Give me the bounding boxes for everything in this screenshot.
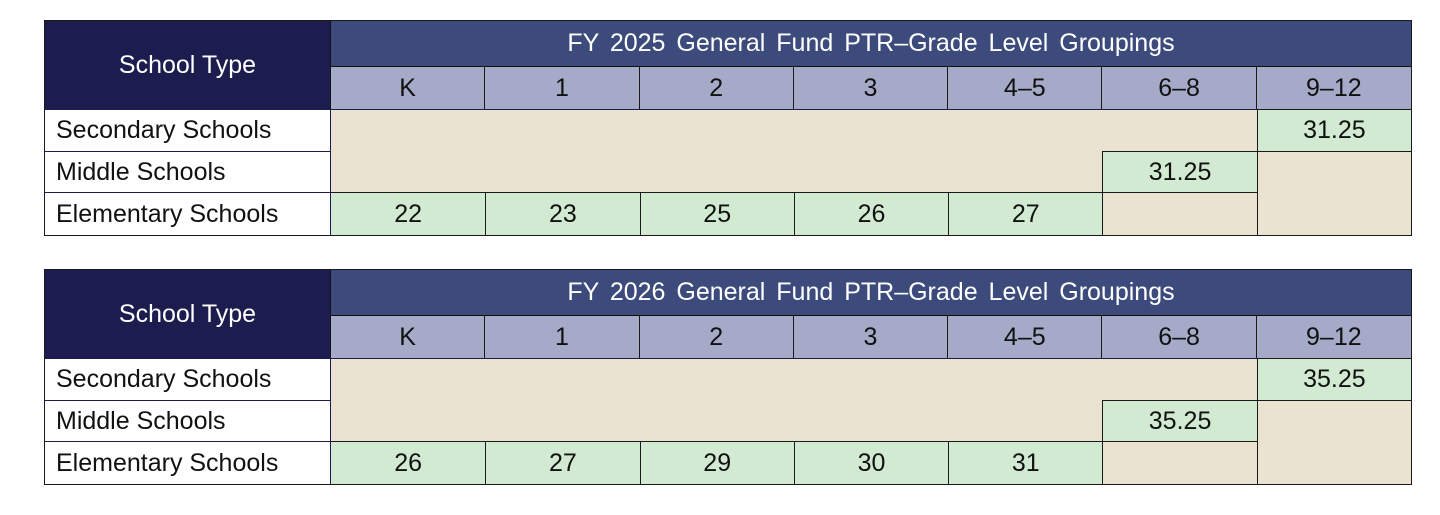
row-label-middle: Middle Schools bbox=[45, 151, 331, 192]
empty-cell bbox=[331, 109, 1257, 151]
table-title: FY 2026 General Fund PTR–Grade Level Gro… bbox=[331, 270, 1411, 316]
grade-header-9-12: 9–12 bbox=[1256, 67, 1411, 109]
value-cell-elementary-k: 22 bbox=[331, 192, 486, 235]
value-cell-elementary-3: 26 bbox=[793, 192, 949, 235]
empty-cell bbox=[331, 400, 1103, 441]
fy2025-table: School Type FY 2025 General Fund PTR–Gra… bbox=[44, 20, 1412, 236]
grade-header-6-8: 6–8 bbox=[1102, 67, 1257, 109]
empty-cell bbox=[1256, 151, 1411, 235]
grade-header-k: K bbox=[331, 316, 486, 358]
empty-cell bbox=[1102, 441, 1257, 484]
empty-cell bbox=[331, 358, 1257, 400]
value-cell-elementary-2: 25 bbox=[639, 192, 794, 235]
empty-cell bbox=[331, 151, 1103, 192]
row-label-middle: Middle Schools bbox=[45, 400, 331, 441]
row-label-secondary: Secondary Schools bbox=[45, 109, 331, 151]
grade-header-3: 3 bbox=[793, 316, 949, 358]
fy2026-table: School Type FY 2026 General Fund PTR–Gra… bbox=[44, 269, 1412, 485]
grade-header-4-5: 4–5 bbox=[948, 67, 1103, 109]
value-cell-middle: 35.25 bbox=[1102, 400, 1257, 441]
school-type-header: School Type bbox=[45, 270, 331, 358]
grade-header-2: 2 bbox=[639, 67, 794, 109]
row-label-secondary: Secondary Schools bbox=[45, 358, 331, 400]
value-cell-middle: 31.25 bbox=[1102, 151, 1257, 192]
row-label-elementary: Elementary Schools bbox=[45, 441, 331, 484]
value-cell-elementary-1: 27 bbox=[485, 441, 640, 484]
grade-header-2: 2 bbox=[639, 316, 794, 358]
grade-header-4-5: 4–5 bbox=[948, 316, 1103, 358]
empty-cell bbox=[1256, 400, 1411, 484]
grade-header-k: K bbox=[331, 67, 486, 109]
value-cell-elementary-1: 23 bbox=[485, 192, 640, 235]
value-cell-elementary-4-5: 31 bbox=[948, 441, 1103, 484]
value-cell-elementary-3: 30 bbox=[793, 441, 949, 484]
grade-header-1: 1 bbox=[485, 316, 640, 358]
grade-header-6-8: 6–8 bbox=[1102, 316, 1257, 358]
row-label-elementary: Elementary Schools bbox=[45, 192, 331, 235]
table-title: FY 2025 General Fund PTR–Grade Level Gro… bbox=[331, 21, 1411, 67]
grade-header-9-12: 9–12 bbox=[1256, 316, 1411, 358]
grade-header-3: 3 bbox=[793, 67, 949, 109]
value-cell-elementary-k: 26 bbox=[331, 441, 486, 484]
empty-cell bbox=[1102, 192, 1257, 235]
grade-header-1: 1 bbox=[485, 67, 640, 109]
value-cell-secondary: 31.25 bbox=[1256, 109, 1411, 151]
value-cell-elementary-2: 29 bbox=[639, 441, 794, 484]
value-cell-elementary-4-5: 27 bbox=[948, 192, 1103, 235]
value-cell-secondary: 35.25 bbox=[1256, 358, 1411, 400]
school-type-header: School Type bbox=[45, 21, 331, 109]
